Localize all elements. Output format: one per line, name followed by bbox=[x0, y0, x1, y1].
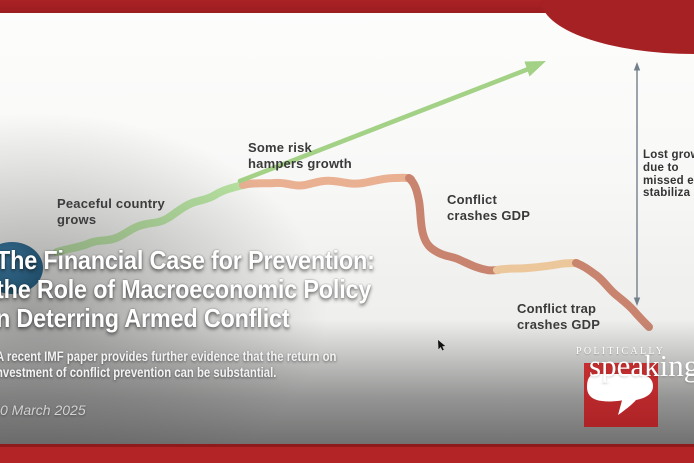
measure-arrow-down-icon bbox=[633, 297, 641, 306]
measure-arrow-up-icon bbox=[633, 62, 641, 71]
label-line: hampers growth bbox=[248, 155, 352, 171]
label-line: stabiliza bbox=[643, 187, 691, 200]
video-title: The Financial Case for Prevention: the R… bbox=[0, 246, 375, 333]
bottom-red-bar bbox=[0, 444, 694, 463]
title-line: The Financial Case for Prevention: bbox=[0, 245, 375, 275]
title-line: the Role of Macroeconomic Policy bbox=[0, 274, 372, 304]
subtitle-line: A recent IMF paper provides further evid… bbox=[0, 349, 337, 364]
logo-word-speaking: speaking bbox=[589, 348, 694, 383]
label-line: missed e bbox=[643, 174, 694, 187]
label-line: crashes GDP bbox=[517, 316, 601, 332]
speech-bubble-icon bbox=[587, 374, 653, 415]
label-line: Some risk bbox=[248, 140, 312, 155]
label-line: Peaceful country bbox=[57, 196, 165, 211]
label-line: Lost grow bbox=[643, 149, 694, 161]
label-line: Conflict bbox=[447, 192, 497, 207]
label-line: due to bbox=[643, 161, 679, 174]
mouse-cursor bbox=[438, 340, 446, 351]
label-conflict-trap: Conflict trap crashes GDP bbox=[517, 301, 600, 332]
top-red-bar bbox=[0, 0, 694, 13]
label-conflict-crashes-gdp: Conflict crashes GDP bbox=[447, 192, 530, 223]
label-line: crashes GDP bbox=[447, 207, 531, 223]
video-date: 0 March 2025 bbox=[0, 402, 86, 418]
label-some-risk: Some risk hampers growth bbox=[248, 140, 352, 171]
potential-growth-arrowhead-icon bbox=[524, 61, 546, 77]
video-subtitle: A recent IMF paper provides further evid… bbox=[0, 349, 336, 380]
label-line: grows bbox=[57, 211, 97, 227]
subtitle-line: nvestment of conflict prevention can be … bbox=[0, 364, 277, 380]
gdp-line-risk bbox=[239, 173, 415, 190]
title-line: n Deterring Armed Conflict bbox=[0, 303, 290, 333]
logo-word-politically: POLITICALLY bbox=[576, 346, 666, 357]
label-lost-growth: Lost grow due to missed e stabiliza bbox=[643, 149, 694, 200]
label-peaceful-country: Peaceful country grows bbox=[57, 196, 165, 227]
gdp-line-conflict-trap bbox=[493, 259, 581, 274]
label-line: Conflict trap bbox=[517, 301, 597, 316]
